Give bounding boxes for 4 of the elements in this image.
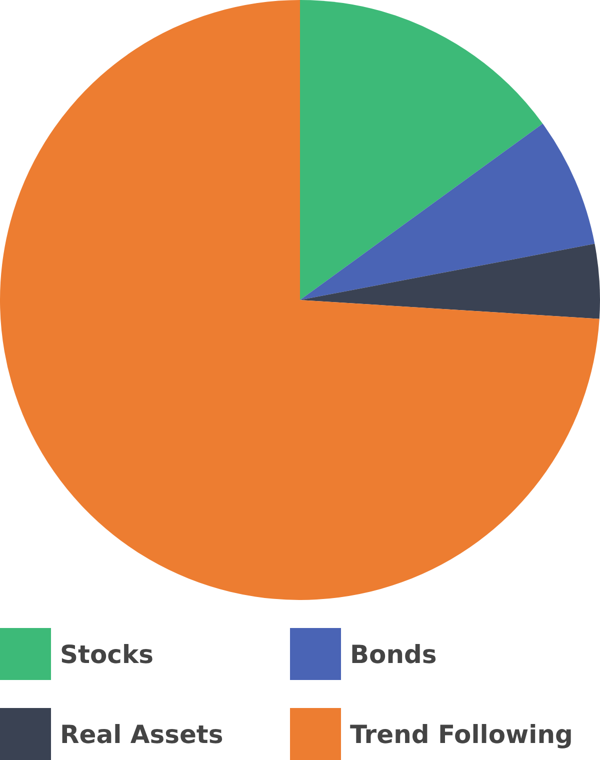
legend-label: Trend Following (350, 720, 573, 748)
legend-label: Bonds (350, 640, 437, 668)
legend-label: Real Assets (60, 720, 224, 748)
legend-label: Stocks (60, 640, 154, 668)
